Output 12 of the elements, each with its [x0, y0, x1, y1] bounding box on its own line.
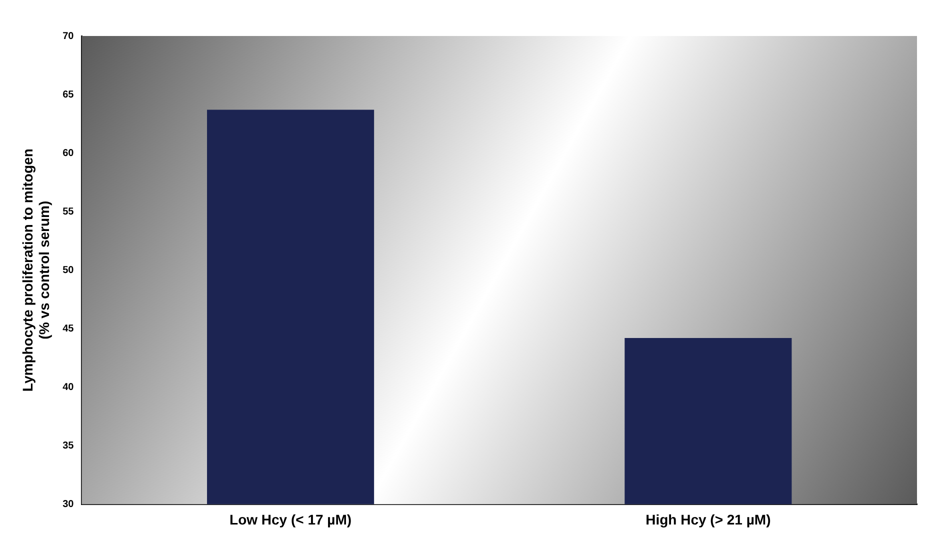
y-tick-label: 35	[62, 440, 74, 452]
y-tick-label: 60	[62, 148, 74, 159]
y-tick-label: 45	[62, 323, 74, 334]
y-tick-label: 40	[62, 382, 74, 393]
y-tick-label: 55	[62, 206, 74, 218]
y-tick-label: 65	[62, 89, 74, 100]
y-tick-label: 70	[62, 30, 74, 42]
y-axis-title: Lymphocyte proliferation to mitogen (% vs control serum)	[19, 148, 52, 392]
x-tick-label: Low Hcy (< 17 µM)	[230, 511, 352, 528]
y-tick-label: 30	[62, 498, 74, 510]
x-tick-label: High Hcy (> 21 µM)	[646, 511, 771, 528]
y-tick-label: 50	[62, 264, 74, 276]
